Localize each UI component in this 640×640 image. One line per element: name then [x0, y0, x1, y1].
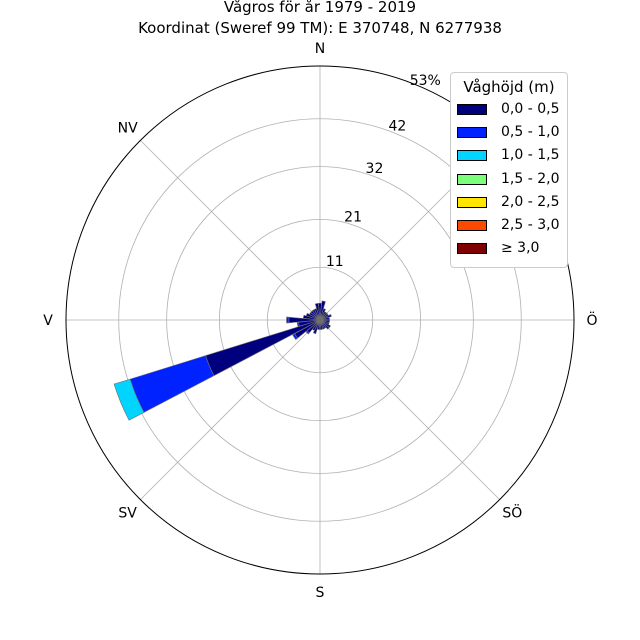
- legend-item: 0,5 - 1,0: [451, 123, 567, 146]
- legend-label: 0,5 - 1,0: [501, 124, 560, 141]
- legend-label: 1,5 - 2,0: [501, 170, 560, 187]
- rose-bar: [296, 321, 300, 327]
- chart-title: Vågros för år 1979 - 2019: [223, 0, 417, 16]
- direction-label: SV: [118, 505, 137, 521]
- rose-bar: [312, 319, 321, 335]
- polar-grid: [65, 65, 575, 575]
- radial-tick-label: 11: [326, 254, 344, 270]
- grid-spoke: [319, 319, 500, 500]
- legend-title: Våghöjd (m): [463, 78, 555, 96]
- legend-item: 2,5 - 3,0: [451, 216, 567, 239]
- legend-label: 1,0 - 1,5: [501, 147, 560, 164]
- legend-swatch: [457, 104, 487, 115]
- rose-bar: [305, 330, 310, 335]
- legend-swatch: [457, 196, 487, 208]
- direction-label: SÖ: [502, 503, 522, 521]
- legend-item: ≥ 3,0: [451, 239, 567, 262]
- legend-label: 2,5 - 3,0: [501, 216, 560, 233]
- rose-bar: [292, 333, 299, 341]
- grid-spoke: [140, 319, 321, 500]
- rose-bar: [319, 314, 332, 321]
- legend-label: ≥ 3,0: [501, 240, 540, 257]
- chart-subtitle: Koordinat (Sweref 99 TM): E 370748, N 62…: [138, 19, 502, 37]
- legend-item: 1,5 - 2,0: [451, 170, 567, 193]
- legend-swatch: [457, 173, 487, 185]
- direction-label: Ö: [586, 311, 597, 329]
- legend-label: 2,0 - 2,5: [501, 193, 560, 210]
- legend-item: 0,0 - 0,5: [451, 100, 567, 123]
- direction-label: V: [43, 313, 53, 329]
- rose-bar: [286, 316, 290, 324]
- legend-item: 1,0 - 1,5: [451, 146, 567, 169]
- legend-swatch: [457, 127, 487, 139]
- rose-bar: [205, 319, 321, 377]
- legend-swatch: [457, 150, 487, 162]
- outer-ring: [65, 65, 575, 575]
- radial-tick-label: 21: [344, 209, 362, 225]
- rose-bar: [319, 319, 330, 330]
- legend-item: 2,0 - 2,5: [451, 193, 567, 216]
- polar-labels: NNOÖSÖSSVVNV1121324253%: [43, 41, 597, 601]
- radial-tick-label: 42: [388, 118, 406, 134]
- legend: Våghöjd (m) 0,0 - 0,5 0,5 - 1,0 1,0 - 1,5 1…: [450, 72, 568, 268]
- legend-label: 0,0 - 0,5: [501, 101, 560, 117]
- rose-bar: [129, 355, 215, 413]
- legend-swatch: [457, 219, 487, 231]
- legend-swatch: [457, 243, 487, 255]
- rose-bar: [113, 378, 145, 421]
- direction-label: NV: [118, 121, 138, 137]
- direction-label: N: [315, 41, 325, 57]
- radial-tick-label: 32: [366, 161, 384, 177]
- grid-spoke: [140, 140, 321, 321]
- radial-tick-label: 53%: [410, 73, 441, 89]
- direction-label: S: [316, 585, 325, 601]
- rose-bars: [113, 300, 332, 421]
